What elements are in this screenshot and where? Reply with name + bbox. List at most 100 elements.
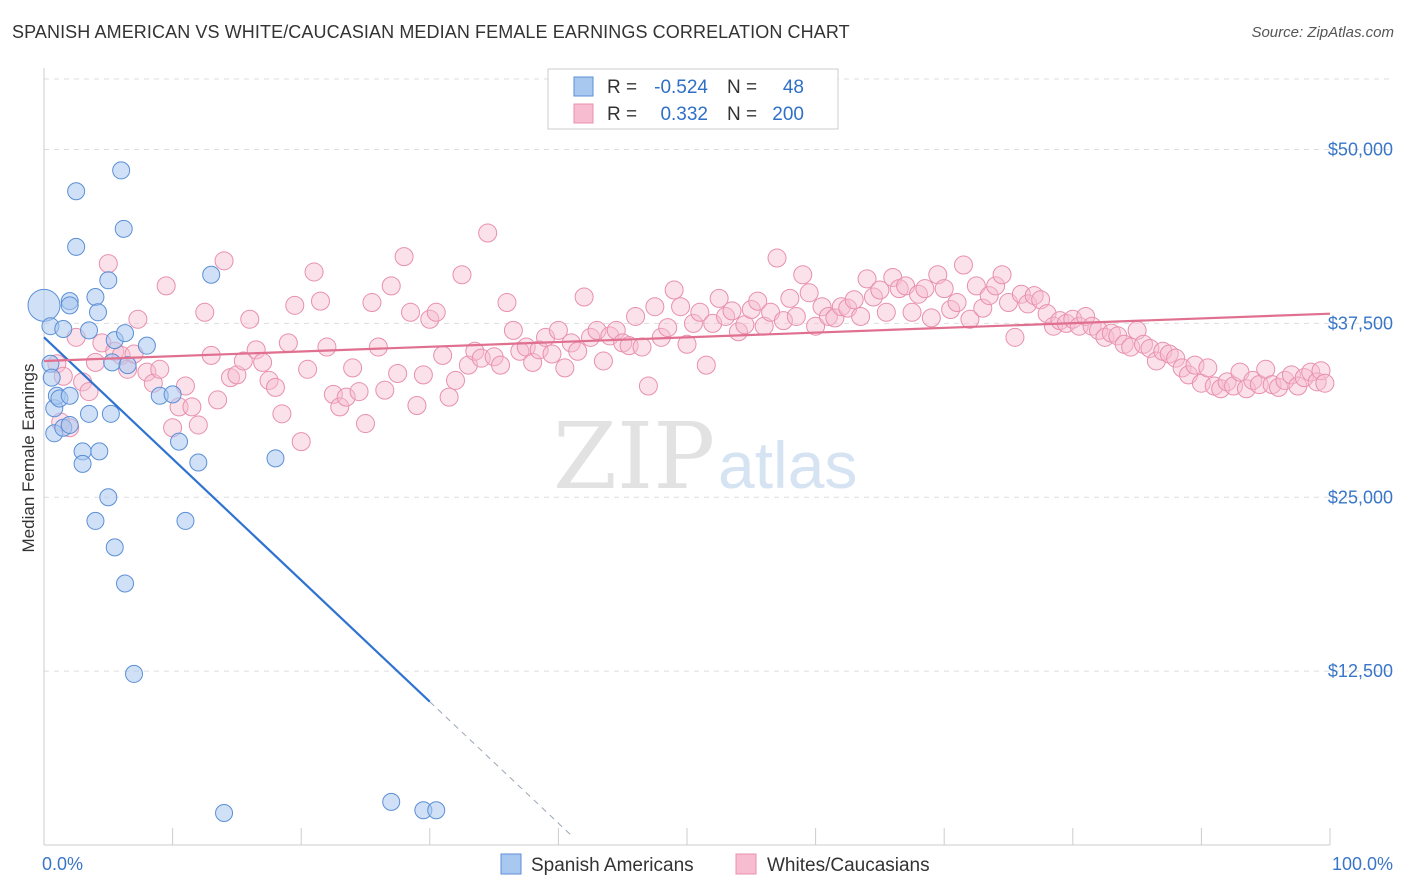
point-whites <box>857 269 877 289</box>
point-whites <box>79 382 99 402</box>
point-whites <box>780 288 800 308</box>
x-tick-label-start: 0.0% <box>42 854 83 874</box>
point-whites <box>214 251 234 271</box>
point-spanish <box>54 319 73 338</box>
point-whites <box>574 287 594 307</box>
trend-line-spanish-extension <box>429 701 572 836</box>
legend: R = -0.524 N = 48 R = 0.332 N = 200 <box>547 68 839 130</box>
point-whites <box>851 306 871 326</box>
point-spanish <box>125 664 144 683</box>
legend-r-label-1: R = <box>607 77 637 98</box>
x-tick-labels: 0.0% 100.0% <box>42 854 1393 874</box>
point-spanish <box>137 336 156 355</box>
point-whites <box>182 397 202 417</box>
point-whites <box>452 265 472 285</box>
point-whites <box>433 345 453 365</box>
bottom-legend-swatch-spanish <box>500 853 522 875</box>
x-tick-label-end: 100.0% <box>1332 854 1393 874</box>
point-whites <box>748 291 768 311</box>
point-whites <box>253 352 273 372</box>
point-whites <box>188 415 208 435</box>
point-whites <box>1315 373 1335 393</box>
point-spanish <box>116 574 135 593</box>
point-whites <box>690 302 710 322</box>
bottom-legend-label-spanish: Spanish Americans <box>531 855 694 876</box>
point-whites <box>1166 348 1186 368</box>
point-whites <box>304 262 324 282</box>
point-spanish <box>60 415 79 434</box>
point-whites <box>407 395 427 415</box>
point-whites <box>979 286 999 306</box>
point-whites <box>844 290 864 310</box>
point-whites <box>671 297 691 317</box>
point-whites <box>947 293 967 313</box>
point-whites <box>529 340 549 360</box>
point-spanish <box>67 182 86 201</box>
point-whites <box>767 248 787 268</box>
point-whites <box>98 254 118 274</box>
point-whites <box>478 223 498 243</box>
trend-line-whites <box>43 312 1331 363</box>
point-whites <box>966 276 986 296</box>
chart-title: SPANISH AMERICAN VS WHITE/CAUCASIAN MEDI… <box>12 22 850 42</box>
source-label: Source: ZipAtlas.com <box>1251 24 1394 41</box>
point-whites <box>786 306 806 326</box>
point-spanish <box>80 404 99 423</box>
legend-r-value-1: -0.524 <box>654 77 708 98</box>
point-whites <box>195 302 215 322</box>
point-whites <box>240 309 260 329</box>
point-whites <box>799 283 819 303</box>
point-whites <box>626 306 646 326</box>
point-whites <box>722 301 742 321</box>
point-whites <box>677 334 697 354</box>
point-whites <box>696 355 716 375</box>
point-whites <box>683 313 703 333</box>
point-spanish <box>67 237 86 256</box>
point-spanish <box>382 792 401 811</box>
bottom-legend-swatch-whites <box>735 853 757 875</box>
trend-lines <box>43 312 1331 836</box>
point-whites <box>818 306 838 326</box>
point-whites <box>375 380 395 400</box>
point-spanish <box>266 449 285 468</box>
point-whites <box>285 295 305 315</box>
point-whites <box>310 291 330 311</box>
point-whites <box>336 387 356 407</box>
point-spanish <box>170 432 189 451</box>
point-whites <box>298 359 318 379</box>
point-spanish <box>116 324 135 343</box>
point-whites <box>632 337 652 357</box>
point-spanish <box>105 538 124 557</box>
point-whites <box>208 390 228 410</box>
point-whites <box>291 432 311 452</box>
y-tick-label: $37,500 <box>1328 313 1393 333</box>
point-whites <box>806 316 826 336</box>
point-whites <box>902 302 922 322</box>
point-whites <box>426 302 446 322</box>
point-whites <box>413 365 433 385</box>
y-tick-label: $12,500 <box>1328 661 1393 681</box>
point-whites <box>272 404 292 424</box>
point-whites <box>330 397 350 417</box>
point-whites <box>1301 362 1321 382</box>
trend-line-spanish <box>43 336 431 703</box>
series-spanish-points <box>27 161 446 823</box>
series-whites-points <box>47 223 1335 452</box>
point-spanish <box>60 386 79 405</box>
point-whites <box>439 387 459 407</box>
point-spanish <box>80 321 99 340</box>
legend-box <box>547 68 839 130</box>
point-spanish <box>427 801 446 820</box>
point-whites <box>973 298 993 318</box>
y-tick-label: $25,000 <box>1328 487 1393 507</box>
axes <box>43 68 1331 846</box>
point-whites <box>233 351 253 371</box>
point-whites <box>1307 372 1327 392</box>
point-spanish <box>27 288 61 322</box>
point-spanish <box>114 219 133 238</box>
point-whites <box>664 280 684 300</box>
point-spanish <box>99 488 118 507</box>
point-whites <box>401 302 421 322</box>
legend-n-label-1: N = <box>727 77 757 98</box>
point-whites <box>542 344 562 364</box>
